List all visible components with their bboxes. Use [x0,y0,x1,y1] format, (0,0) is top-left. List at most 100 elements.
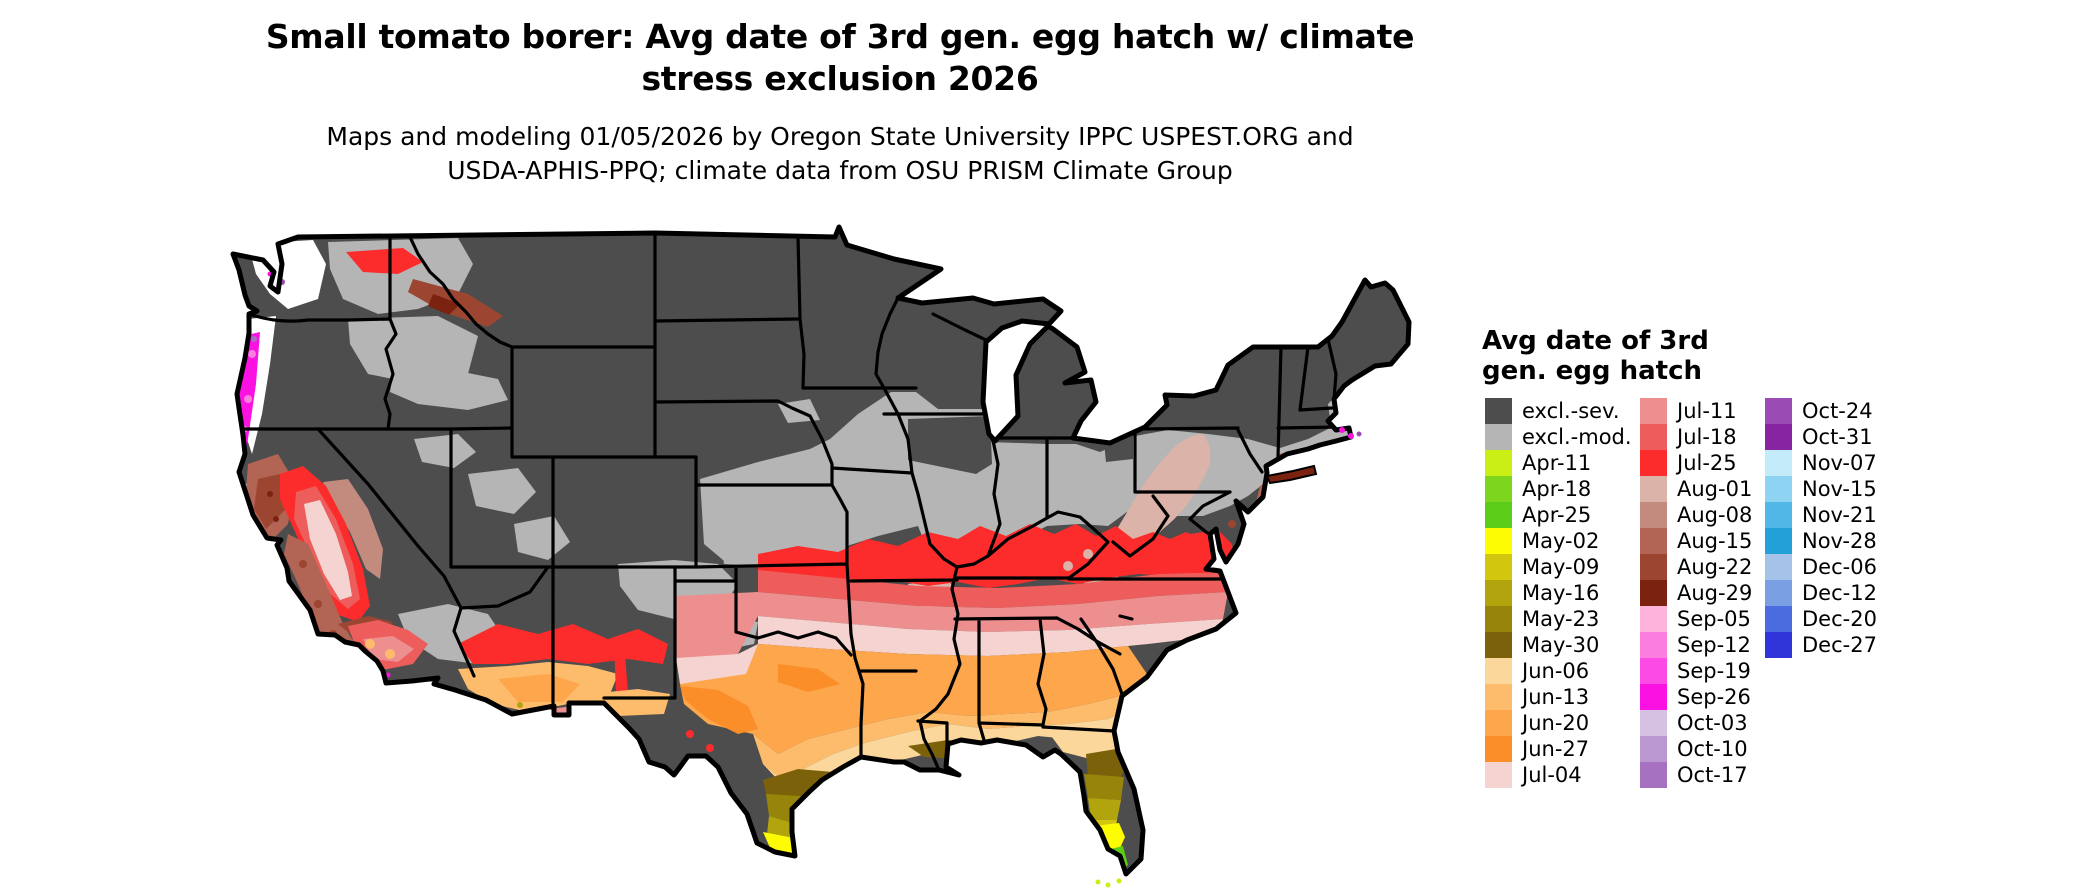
legend-label: Jul-04 [1522,763,1582,787]
legend-entry: May-23 [1485,606,1632,632]
legend-swatch [1765,476,1792,502]
map-fleck-aug22-delmarva [1228,520,1236,528]
legend-swatch [1765,554,1792,580]
legend-swatch [1485,398,1512,424]
page-title-line2: stress exclusion 2026 [641,59,1039,98]
legend-entry: Oct-31 [1765,424,1877,450]
legend-entry: Dec-06 [1765,554,1877,580]
legend-swatch [1640,606,1667,632]
legend-swatch [1485,710,1512,736]
subtitle-line2: USDA-APHIS-PPQ; climate data from OSU PR… [447,156,1233,185]
legend-entry: Oct-17 [1640,762,1752,788]
page-title-line1: Small tomato borer: Avg date of 3rd gen.… [265,17,1415,56]
map-region-excl-moderate-nv1 [414,434,476,468]
legend-swatch [1640,632,1667,658]
map-fleck-sep12 [244,395,252,403]
map-region-dark-northil [908,416,992,474]
legend-label: Sep-26 [1677,685,1751,709]
legend-column-2: Jul-11 Jul-18 Jul-25 Aug-01 Aug-08 Aug-15 Aug-… [1640,398,1752,788]
legend-label: May-02 [1522,529,1600,553]
map-region-jul25-riogrande [614,642,628,694]
legend-entry: Apr-18 [1485,476,1632,502]
legend-title-line1: Avg date of 3rd [1482,326,1709,356]
map-region-excl-moderate-eor [348,316,478,384]
legend-label: Oct-03 [1677,711,1748,735]
legend-swatch [1485,424,1512,450]
map-region-aug29-idmt [428,294,460,315]
legend-label: Nov-28 [1802,529,1877,553]
legend-label: Aug-29 [1677,581,1753,605]
legend-swatch [1485,580,1512,606]
legend-swatch [1640,762,1667,788]
legend-swatch [1640,528,1667,554]
map-fleck-sep26-capecod [1348,433,1354,439]
legend-label: Jul-18 [1677,425,1737,449]
legend-swatch [1485,528,1512,554]
legend-column-3: Oct-24 Oct-31 Nov-07 Nov-15 Nov-21 Nov-28 Dec-… [1765,398,1877,658]
legend-label: Apr-18 [1522,477,1592,501]
map-fleck-aug01-ky [1083,549,1093,559]
map-fleck-jun13-socal [365,639,375,649]
legend-label: excl.-mod. [1522,425,1632,449]
legend-entry: Sep-19 [1640,658,1752,684]
map-region-excl-moderate-nv2 [468,468,536,514]
map-fleck-oct17 [251,336,257,342]
legend-entry: Jun-27 [1485,736,1632,762]
legend-swatch [1640,476,1667,502]
legend-swatch [1640,502,1667,528]
legend-entry: Aug-22 [1640,554,1752,580]
legend-entry: Apr-11 [1485,450,1632,476]
legend-entry: Sep-12 [1640,632,1752,658]
legend-swatch [1765,502,1792,528]
legend-label: Aug-08 [1677,503,1753,527]
map-fleck-aug01-ky [1063,561,1073,571]
legend-label: Dec-20 [1802,607,1877,631]
legend-title-line2: gen. egg hatch [1482,356,1702,386]
legend-entry: Jul-11 [1640,398,1752,424]
map-fleck-aug29 [267,491,273,497]
map-fleck-jun13-socal [385,649,395,659]
legend-swatch [1765,606,1792,632]
map-fleck-jul25-bigbend [706,744,714,752]
legend-swatch [1765,580,1792,606]
map-fleck-aug22 [299,560,307,568]
legend-label: Sep-12 [1677,633,1751,657]
legend-swatch [1640,554,1667,580]
legend-label: May-23 [1522,607,1600,631]
legend-label: Apr-25 [1522,503,1592,527]
legend-swatch [1640,580,1667,606]
legend-label: Aug-22 [1677,555,1753,579]
legend-swatch [1640,736,1667,762]
legend-label: Nov-07 [1802,451,1877,475]
map-fleck-apr11-keys [1105,882,1111,888]
map-fleck-apr11-keys [1116,878,1122,884]
legend-entry: Nov-28 [1765,528,1877,554]
map-fleck-sep26-socal [351,651,357,657]
legend-column-1: excl.-sev. excl.-mod. Apr-11 Apr-18 Apr-25 Ma… [1485,398,1632,788]
legend-label: Dec-06 [1802,555,1877,579]
subtitle-line1: Maps and modeling 01/05/2026 by Oregon S… [326,122,1354,151]
legend-swatch [1485,684,1512,710]
us-map [218,224,1428,892]
map-region-jul25-nwa [346,248,423,274]
legend-entry: Apr-25 [1485,502,1632,528]
map-region-excl-moderate-snake [390,369,508,410]
map-region-jul04-cavalley [304,500,352,600]
legend-label: Oct-24 [1802,399,1873,423]
map-region-jun27-ctx [778,664,840,692]
legend-label: Aug-01 [1677,477,1753,501]
legend-swatch [1485,476,1512,502]
legend-swatch [1765,450,1792,476]
legend-entry: Oct-03 [1640,710,1752,736]
legend-swatch [1640,450,1667,476]
legend-label: Dec-12 [1802,581,1877,605]
legend-entry: Aug-15 [1640,528,1752,554]
legend-entry: Dec-12 [1765,580,1877,606]
legend-label: Jul-11 [1677,399,1737,423]
map-region-jun27-wtx [680,686,758,734]
legend-entry: Nov-21 [1765,502,1877,528]
legend-label: May-16 [1522,581,1600,605]
map-fleck-aug22 [314,600,322,608]
legend-swatch [1485,736,1512,762]
map-header: Small tomato borer: Avg date of 3rd gen.… [0,16,1680,188]
